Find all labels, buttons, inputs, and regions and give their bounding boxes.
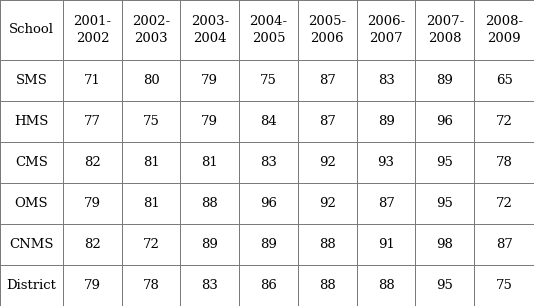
Text: 87: 87 (378, 197, 395, 210)
Text: 79: 79 (84, 197, 101, 210)
Text: 91: 91 (378, 238, 395, 251)
Text: 72: 72 (496, 197, 513, 210)
Text: 72: 72 (496, 115, 513, 128)
Text: 77: 77 (84, 115, 101, 128)
Text: 89: 89 (201, 238, 218, 251)
Text: 95: 95 (436, 197, 453, 210)
Text: 82: 82 (84, 156, 101, 169)
Text: 79: 79 (201, 74, 218, 87)
Text: 79: 79 (84, 279, 101, 292)
Text: 71: 71 (84, 74, 101, 87)
Text: School: School (9, 23, 54, 36)
Text: 88: 88 (201, 197, 218, 210)
Text: 88: 88 (378, 279, 395, 292)
Text: 2004-
2005: 2004- 2005 (249, 15, 288, 45)
Text: 83: 83 (378, 74, 395, 87)
Text: 2005-
2006: 2005- 2006 (308, 15, 347, 45)
Text: 95: 95 (436, 156, 453, 169)
Text: 88: 88 (319, 279, 336, 292)
Text: 75: 75 (496, 279, 513, 292)
Text: 78: 78 (143, 279, 160, 292)
Text: 88: 88 (319, 238, 336, 251)
Text: CMS: CMS (15, 156, 48, 169)
Text: 89: 89 (260, 238, 277, 251)
Text: 79: 79 (201, 115, 218, 128)
Text: 2002-
2003: 2002- 2003 (132, 15, 170, 45)
Text: 89: 89 (378, 115, 395, 128)
Text: HMS: HMS (14, 115, 49, 128)
Text: 75: 75 (143, 115, 160, 128)
Text: District: District (6, 279, 57, 292)
Text: 98: 98 (436, 238, 453, 251)
Text: SMS: SMS (15, 74, 48, 87)
Text: 2001-
2002: 2001- 2002 (73, 15, 112, 45)
Text: 75: 75 (260, 74, 277, 87)
Text: 2006-
2007: 2006- 2007 (367, 15, 405, 45)
Text: 96: 96 (436, 115, 453, 128)
Text: 89: 89 (436, 74, 453, 87)
Text: 83: 83 (201, 279, 218, 292)
Text: 81: 81 (143, 197, 160, 210)
Text: OMS: OMS (15, 197, 48, 210)
Text: 2008-
2009: 2008- 2009 (485, 15, 523, 45)
Text: 92: 92 (319, 197, 336, 210)
Text: 87: 87 (319, 74, 336, 87)
Text: 65: 65 (496, 74, 513, 87)
Text: 87: 87 (319, 115, 336, 128)
Text: 2003-
2004: 2003- 2004 (191, 15, 229, 45)
Text: 81: 81 (201, 156, 218, 169)
Text: 80: 80 (143, 74, 160, 87)
Text: 93: 93 (378, 156, 395, 169)
Text: 84: 84 (260, 115, 277, 128)
Text: 82: 82 (84, 238, 101, 251)
Text: 81: 81 (143, 156, 160, 169)
Text: 86: 86 (260, 279, 277, 292)
Text: 96: 96 (260, 197, 277, 210)
Text: 72: 72 (143, 238, 160, 251)
Text: 83: 83 (260, 156, 277, 169)
Text: 92: 92 (319, 156, 336, 169)
Text: 95: 95 (436, 279, 453, 292)
Text: 2007-
2008: 2007- 2008 (426, 15, 464, 45)
Text: CNMS: CNMS (9, 238, 54, 251)
Text: 87: 87 (496, 238, 513, 251)
Text: 78: 78 (496, 156, 513, 169)
